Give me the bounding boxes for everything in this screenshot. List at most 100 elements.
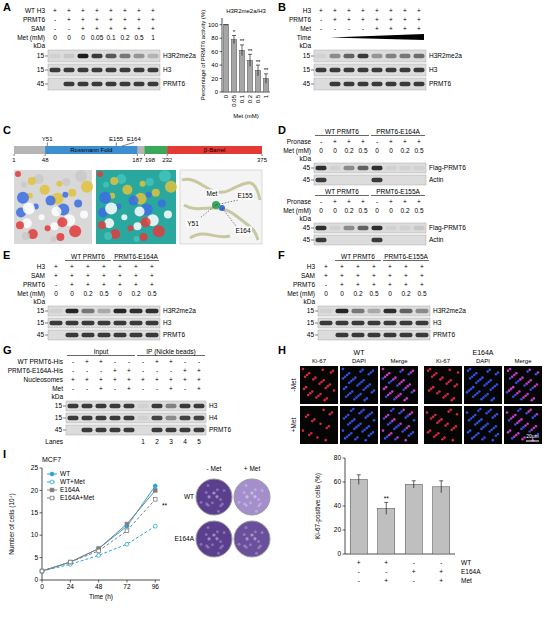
x-tick-label: 0.1 [239,94,245,103]
kda: 45 [303,176,311,183]
y-tick [40,557,43,558]
nucleus [519,408,522,411]
surface-patch [23,202,35,214]
nucleus [454,385,457,388]
cell: + [70,272,74,279]
band [194,404,205,409]
band [124,404,135,409]
nucleus [382,368,385,371]
nucleus [395,426,398,429]
nucleus [322,379,325,382]
nucleus [382,429,385,432]
band [352,309,365,314]
column-label: Merge [390,358,408,364]
nucleus [492,439,495,442]
blot: WT H3++++++++PRMT6-+++++++SAM--++++++Met… [17,7,196,91]
cell: + [417,16,421,23]
nucleus [496,383,499,386]
group-line [113,260,159,261]
nucleus [530,399,533,402]
band-label: H3 [429,66,438,73]
nucleus [473,374,476,377]
nucleus [457,371,460,374]
cell: + [183,367,187,374]
nucleus [402,379,405,382]
blot-strip [48,306,160,316]
group-line [137,355,205,356]
residue-label: E155 [237,192,253,199]
nucleus [477,380,480,383]
band [400,54,411,59]
colony [216,530,219,533]
nucleus [370,433,373,436]
band [110,428,121,433]
band [68,416,79,421]
nucleus [472,386,475,389]
colony [215,537,218,540]
nucleus [513,374,516,377]
cell: + [71,376,75,383]
colony [254,538,257,541]
nucleus [517,409,520,412]
nucleus [358,412,361,415]
micrograph [340,406,378,444]
cell: 0.2 [400,207,409,214]
y-tick [343,506,346,507]
blot-strip [314,235,426,245]
band [152,428,163,433]
colony [221,545,224,548]
nucleus [325,397,328,400]
row-label: PRMT6 [289,16,311,23]
surface-patch [74,200,82,208]
colony [207,546,210,549]
band [330,226,341,231]
nucleus [489,388,492,391]
band-label: H3R2me2a [163,307,196,314]
kda: 45 [303,236,311,243]
nucleus [408,425,411,428]
nucleus [399,393,402,396]
nucleus [333,389,336,392]
panel-letter: C [3,124,11,136]
kda-label: kDa [299,155,311,162]
cell: + [113,376,117,383]
colony [245,546,248,549]
cell: + [347,138,351,145]
band [400,321,413,326]
cell: - [376,138,378,145]
cell: - [86,385,88,392]
nucleus [476,422,479,425]
micrograph [424,366,462,404]
cell: + [67,7,71,14]
band [414,68,425,73]
surface-patch [81,181,93,193]
band [82,428,93,433]
nucleus [360,410,363,413]
cell: 0.5 [358,207,367,214]
nucleus [385,415,388,418]
nucleus [475,382,478,385]
label-patch [236,192,254,200]
kda: 15 [37,52,45,59]
band [330,178,341,183]
significance: * [233,29,236,35]
cell: + [169,358,173,365]
residue-line [122,143,134,147]
surface-patch [56,181,62,187]
nucleus [484,424,487,427]
nucleus [352,378,355,381]
cell: 0.2 [131,290,140,297]
band-label: H4 [209,414,218,421]
surface-patch [146,192,152,198]
surface-patch [134,222,142,230]
nucleus [304,375,307,378]
position-tick [167,154,168,156]
group-label: WT PRMT6 [325,128,359,135]
cell: + [403,138,407,145]
nucleus [330,371,333,374]
cell: + [324,272,328,279]
nucleus [303,388,306,391]
surface-patch [50,236,56,242]
cell: - [413,577,415,584]
x-tick-label: 96 [152,583,160,590]
